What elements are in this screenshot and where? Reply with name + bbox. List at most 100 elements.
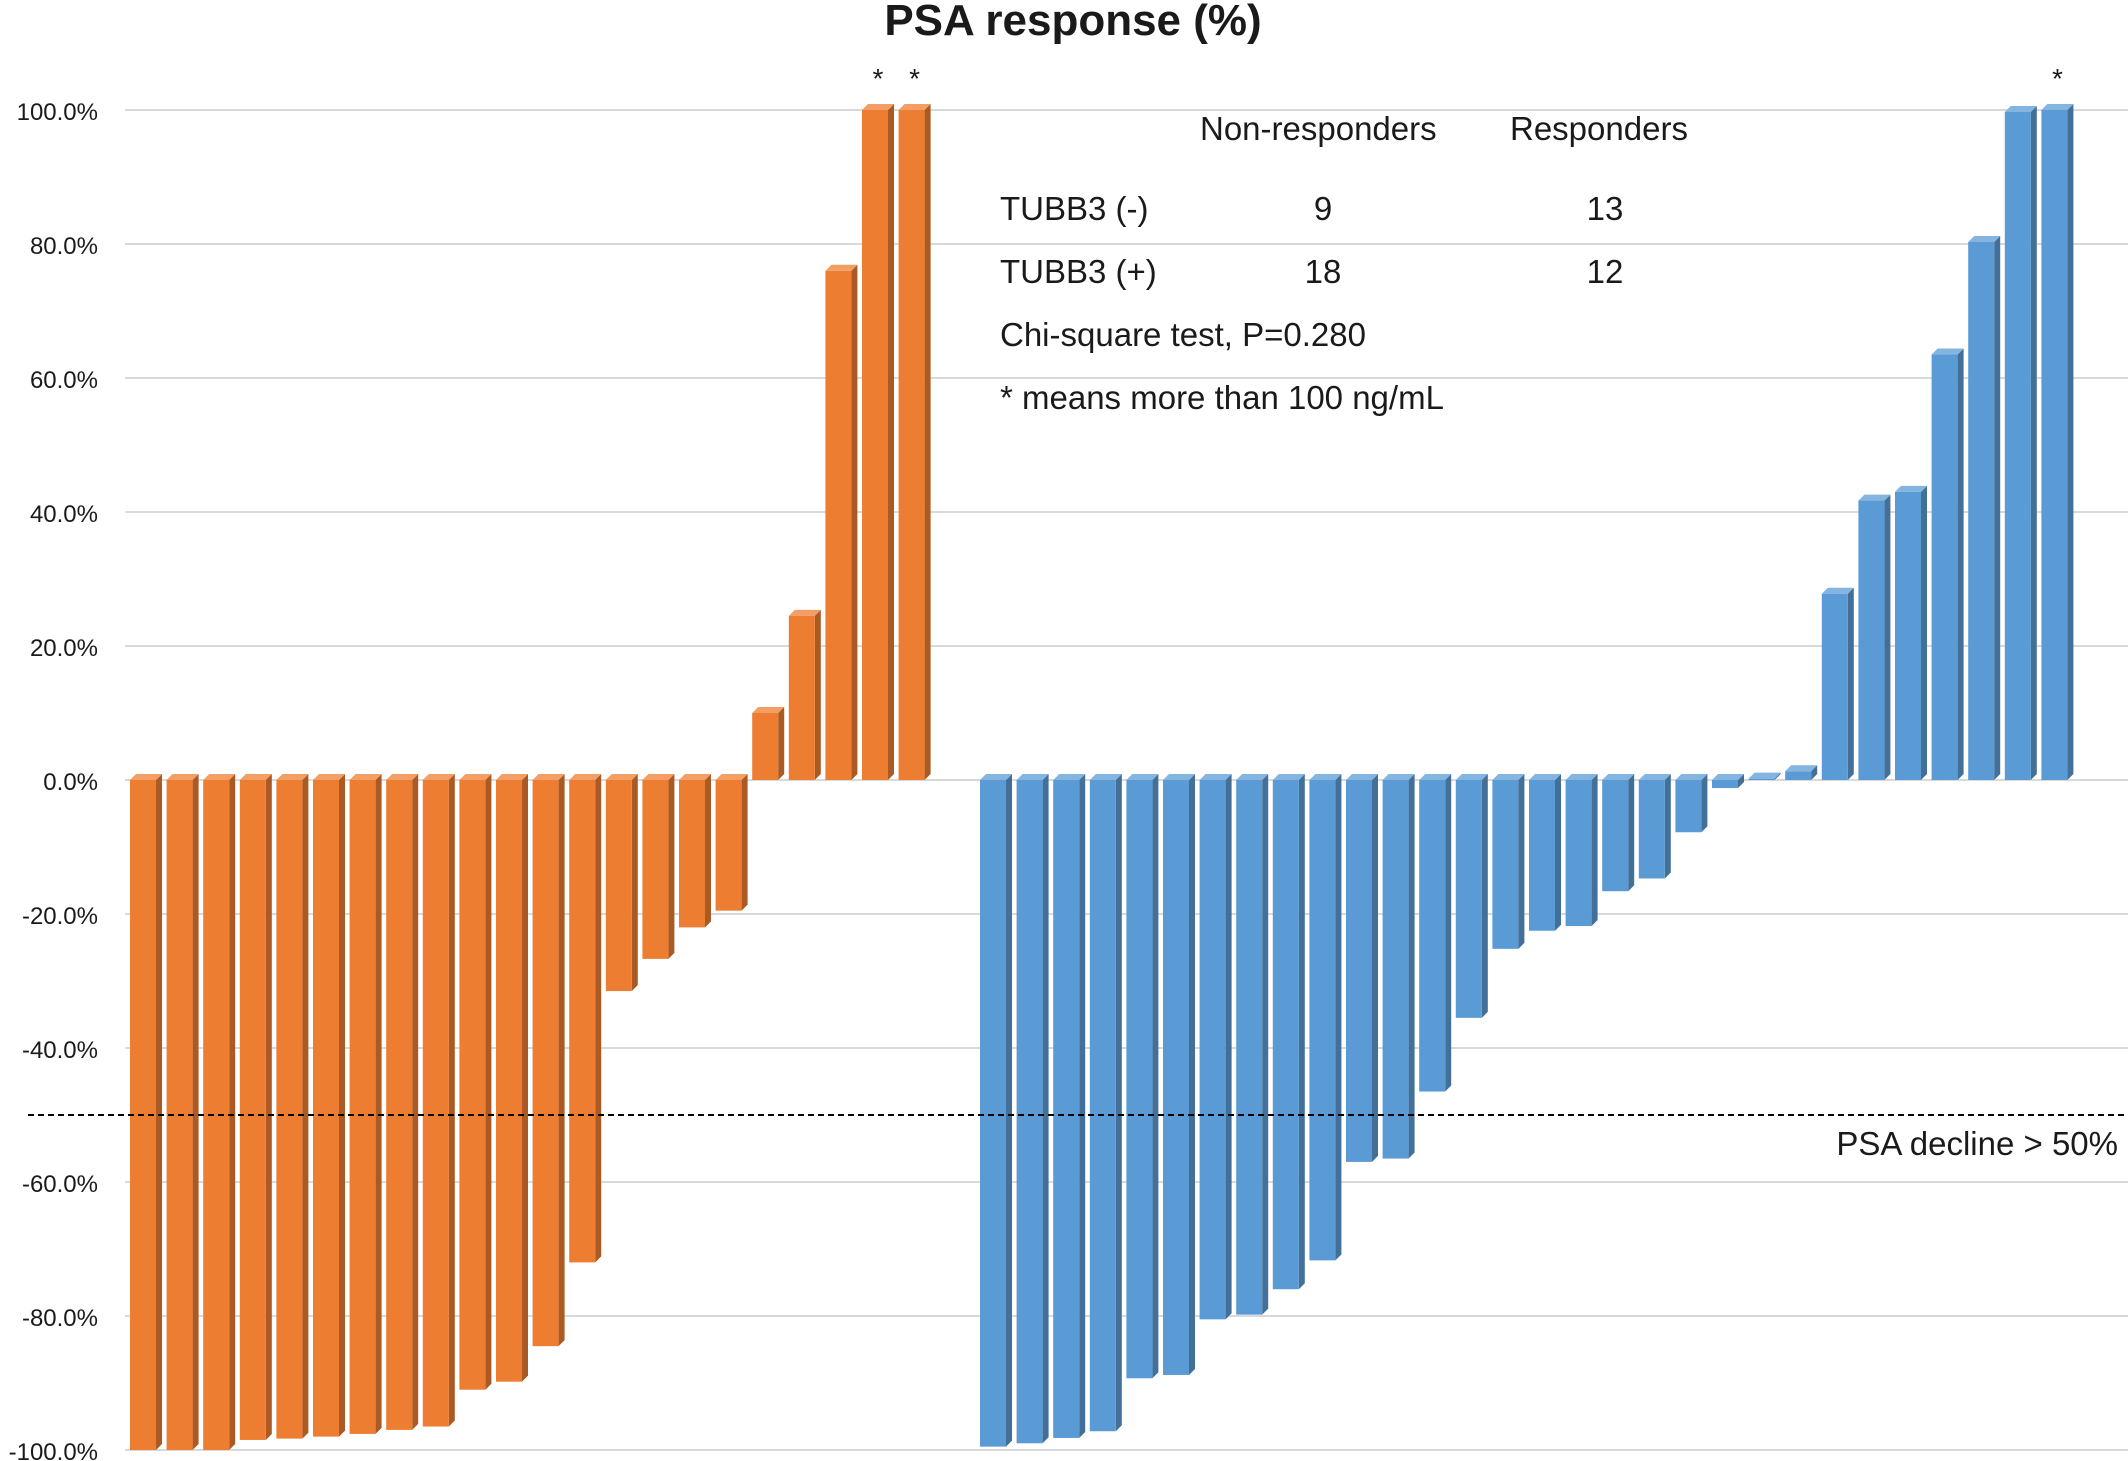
y-tick-label: -100.0% bbox=[9, 1439, 98, 1461]
bar-top bbox=[1602, 774, 1635, 780]
bar-top bbox=[1053, 774, 1086, 780]
bar bbox=[898, 104, 931, 780]
bar-side bbox=[1042, 774, 1049, 1444]
y-tick-label: 60.0% bbox=[30, 367, 98, 394]
bar bbox=[239, 774, 272, 1440]
bar-side bbox=[1921, 485, 1927, 780]
bar bbox=[203, 774, 236, 1450]
bar-front bbox=[898, 110, 925, 780]
bar-front bbox=[239, 780, 266, 1440]
bar-side bbox=[851, 264, 858, 780]
bar-side bbox=[1115, 774, 1122, 1432]
bar-side bbox=[1664, 774, 1671, 879]
bar-front bbox=[605, 780, 632, 992]
bar bbox=[2004, 106, 2037, 780]
bar-side bbox=[1994, 235, 2001, 781]
bar-top bbox=[203, 774, 236, 780]
bar-side bbox=[1006, 774, 1012, 1447]
bar bbox=[1236, 774, 1269, 1315]
bar bbox=[715, 774, 748, 911]
bar-side bbox=[1738, 774, 1744, 789]
bar-top bbox=[349, 774, 382, 780]
bar-top bbox=[532, 774, 565, 780]
bar-front bbox=[1638, 780, 1665, 879]
bar-top bbox=[1126, 774, 1159, 780]
bar-side bbox=[1225, 774, 1232, 1320]
bar-top bbox=[1016, 774, 1049, 780]
bar bbox=[569, 774, 602, 1263]
bar bbox=[1382, 774, 1415, 1159]
bar-top bbox=[1163, 774, 1195, 780]
table-cell-tubb3-negative-non-responders: 9 bbox=[1314, 190, 1332, 227]
bar-front bbox=[1858, 500, 1885, 780]
bar-top bbox=[239, 774, 272, 780]
bar-front bbox=[1931, 354, 1958, 780]
bar-side bbox=[192, 774, 199, 1450]
bar-front bbox=[1968, 241, 1995, 781]
bar bbox=[130, 774, 162, 1450]
bar bbox=[1419, 774, 1452, 1092]
bars bbox=[130, 104, 2074, 1450]
bar-top bbox=[642, 774, 675, 780]
bar-top bbox=[1675, 774, 1708, 780]
bar-side bbox=[1847, 587, 1854, 780]
bar bbox=[166, 774, 199, 1450]
y-tick-label: -80.0% bbox=[22, 1305, 98, 1332]
bar-top bbox=[1236, 774, 1269, 780]
bar bbox=[386, 774, 419, 1430]
bar-side bbox=[229, 774, 236, 1450]
bar-top bbox=[752, 707, 785, 713]
y-tick-label: -40.0% bbox=[22, 1037, 98, 1064]
bar bbox=[1931, 348, 1964, 780]
bar-top bbox=[422, 774, 455, 780]
bar-side bbox=[1335, 774, 1342, 1261]
bar-top bbox=[1931, 348, 1964, 355]
bar-side bbox=[522, 774, 528, 1382]
table-header-responders: Responders bbox=[1510, 110, 1688, 147]
bar bbox=[1053, 774, 1086, 1438]
bar-top bbox=[898, 104, 931, 110]
bar bbox=[752, 707, 785, 780]
bar-front bbox=[496, 780, 522, 1382]
bar bbox=[1785, 765, 1818, 780]
bar-front bbox=[862, 110, 888, 780]
bar bbox=[1712, 774, 1744, 789]
bar bbox=[642, 774, 675, 959]
bar-front bbox=[203, 780, 230, 1450]
bar-front bbox=[532, 780, 559, 1347]
bar-top bbox=[1895, 485, 1927, 492]
bar-side bbox=[485, 774, 492, 1390]
bar-side bbox=[814, 609, 821, 780]
bar bbox=[459, 774, 492, 1390]
bar bbox=[980, 774, 1012, 1447]
bar-top bbox=[313, 774, 345, 780]
bar-top bbox=[1492, 774, 1525, 780]
over-100-star-marker: * bbox=[2052, 63, 2063, 94]
bar-front bbox=[276, 780, 303, 1439]
bar bbox=[1199, 774, 1232, 1320]
bar bbox=[1565, 774, 1598, 927]
star-footnote: * means more than 100 ng/mL bbox=[1000, 379, 1444, 416]
bar-top bbox=[2004, 106, 2037, 113]
bar bbox=[496, 774, 528, 1382]
bar bbox=[1638, 774, 1671, 879]
bar bbox=[313, 774, 345, 1437]
bar-top bbox=[1821, 587, 1854, 594]
y-tick-label: 100.0% bbox=[17, 99, 98, 126]
chart-title: PSA response (%) bbox=[884, 0, 1261, 45]
bar-top bbox=[1968, 235, 2001, 242]
bar-front bbox=[422, 780, 449, 1427]
bar bbox=[1968, 235, 2001, 781]
bar bbox=[1529, 774, 1561, 931]
bar bbox=[1016, 774, 1049, 1444]
bar-front bbox=[1309, 780, 1336, 1261]
bar-front bbox=[788, 615, 815, 780]
table-header-non-responders: Non-responders bbox=[1200, 110, 1437, 147]
bar-front bbox=[569, 780, 596, 1263]
bar-top bbox=[788, 609, 821, 616]
bar-side bbox=[1518, 774, 1525, 949]
bar-top bbox=[980, 774, 1012, 780]
bar-side bbox=[1555, 774, 1561, 931]
bar-front bbox=[1053, 780, 1080, 1438]
bar-side bbox=[375, 774, 382, 1434]
